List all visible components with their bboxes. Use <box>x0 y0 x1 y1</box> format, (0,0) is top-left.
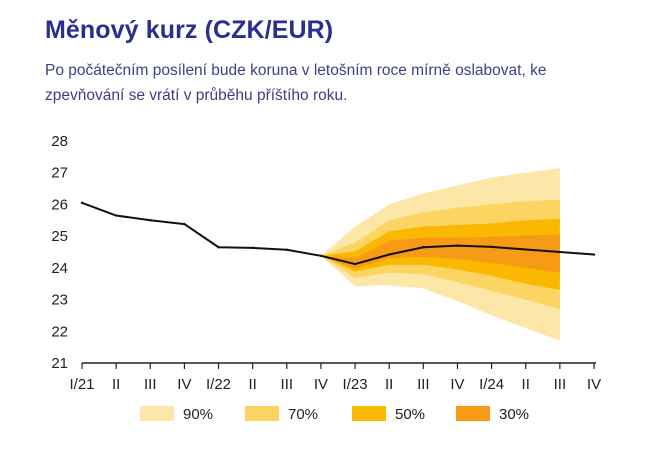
y-tick-label: 23 <box>51 292 68 309</box>
data-point <box>251 246 254 250</box>
y-tick-label: 22 <box>51 323 68 340</box>
legend-label: 90% <box>183 406 213 423</box>
y-tick-label: 25 <box>51 228 68 245</box>
data-point <box>558 250 562 254</box>
legend-swatch <box>140 406 174 421</box>
x-tick-label: I/22 <box>206 376 231 393</box>
data-point <box>490 245 493 249</box>
data-point <box>353 262 357 266</box>
band-30-pct <box>320 234 560 273</box>
x-tick-label: IV <box>177 376 191 393</box>
legend-label: 50% <box>395 406 425 423</box>
data-point <box>422 246 425 249</box>
x-tick-label: IV <box>314 376 328 393</box>
data-point <box>524 248 527 251</box>
x-tick-label: II <box>385 376 393 393</box>
y-tick-label: 21 <box>51 355 68 372</box>
x-tick-label: I/23 <box>343 376 368 393</box>
data-point <box>456 244 459 247</box>
data-point <box>149 219 152 222</box>
data-point <box>388 253 391 256</box>
legend-item: 50% <box>352 406 425 423</box>
data-point <box>114 214 118 217</box>
legend-item: 90% <box>140 406 213 423</box>
fan-bands <box>320 167 560 341</box>
legend-swatch <box>352 406 386 421</box>
series-line <box>81 201 595 266</box>
x-tick-label: II <box>248 376 256 393</box>
y-tick-label: 24 <box>51 260 68 277</box>
x-tick-label: I/21 <box>69 376 94 393</box>
legend-item: 70% <box>245 406 318 423</box>
y-axis: 21 22 23 24 25 26 27 28 <box>51 133 68 372</box>
data-point <box>319 254 323 258</box>
x-tick-label: I/24 <box>479 376 504 393</box>
data-point <box>183 222 186 226</box>
legend: 90% 70% 50% 30% <box>140 406 529 423</box>
y-tick-label: 28 <box>51 133 68 150</box>
chart-subtitle: Po počátečním posílení bude koruna v let… <box>45 62 547 104</box>
y-tick-label: 27 <box>51 165 68 182</box>
y-tick-label: 26 <box>51 196 68 213</box>
legend-item: 30% <box>456 406 529 423</box>
data-point <box>285 248 288 251</box>
data-point <box>217 246 220 249</box>
data-point <box>80 201 84 205</box>
legend-label: 70% <box>288 406 318 423</box>
data-point <box>592 253 596 256</box>
legend-swatch <box>245 406 279 421</box>
x-tick-label: IV <box>450 376 464 393</box>
x-axis: I/21 II III IV I/22 II III IV I/23 II III IV I/24 II I… <box>69 362 601 393</box>
x-tick-label: II <box>112 376 120 393</box>
x-tick-label: III <box>417 376 430 393</box>
legend-swatch <box>456 406 490 421</box>
legend-label: 30% <box>499 406 529 423</box>
x-tick-label: II <box>522 376 530 393</box>
x-tick-label: III <box>554 376 567 393</box>
chart-title: Měnový kurz (CZK/EUR) <box>45 16 334 44</box>
line-series <box>80 201 596 266</box>
x-tick-label: III <box>144 376 157 393</box>
x-tick-label: III <box>281 376 294 393</box>
x-tick-label: IV <box>587 376 601 393</box>
